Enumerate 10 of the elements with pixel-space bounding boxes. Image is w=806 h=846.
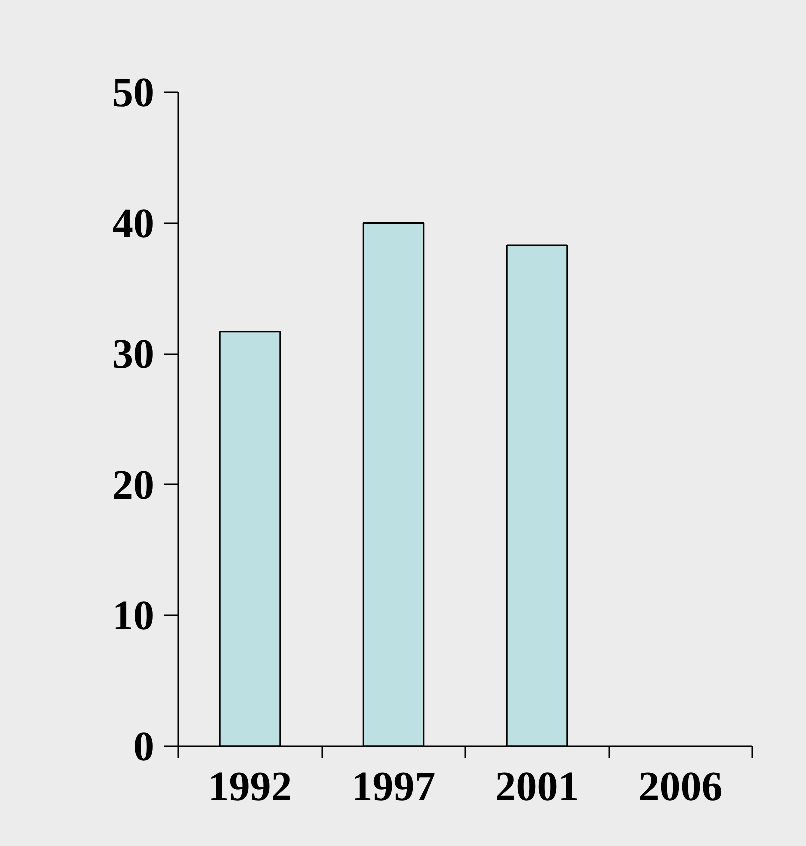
y-tick-label: 10 [112,594,154,640]
x-tick-label: 2006 [638,764,723,810]
y-tick-label: 0 [134,724,154,770]
y-tick-label: 30 [112,332,154,378]
y-tick-label: 40 [112,201,154,248]
x-tick-label: 2001 [495,764,580,810]
x-tick-label: 1997 [352,764,436,810]
y-tick-label: 20 [112,462,154,509]
y-tick-label: 50 [112,70,154,116]
x-tick-label: 1992 [208,764,292,810]
